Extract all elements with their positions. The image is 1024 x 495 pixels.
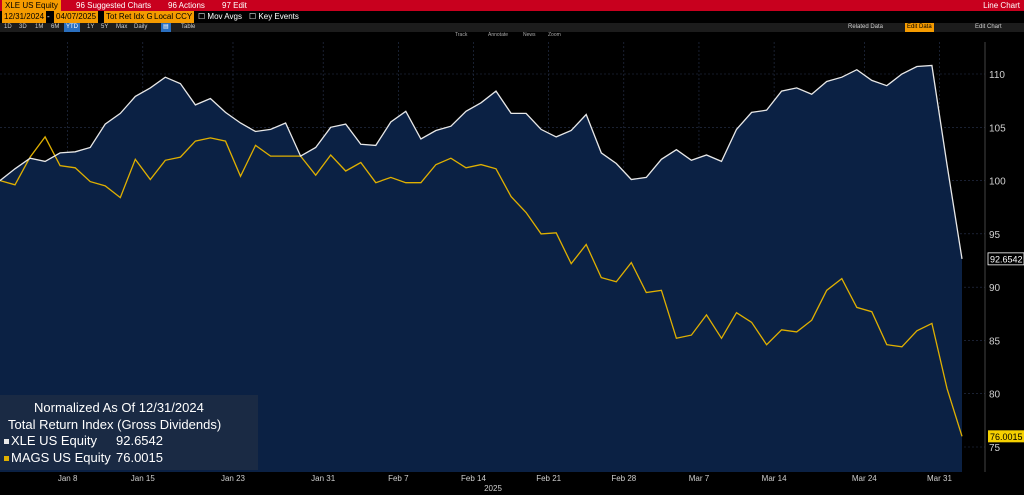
- annotate-tool[interactable]: Annotate: [488, 32, 509, 38]
- xle-last-value: 92.6542: [990, 254, 1023, 264]
- mags-swatch: [4, 456, 9, 462]
- currency-select[interactable]: Local CCY: [152, 11, 195, 23]
- x-tick-label: Jan 8: [58, 474, 78, 483]
- controls-row: 12/31/2024 - 04/07/2025 Tot Ret Idx G Lo…: [0, 11, 1024, 23]
- y-tick-label: 105: [989, 123, 1006, 134]
- last-value-labels: 92.6542 76.0015: [987, 252, 1024, 443]
- frequency-select[interactable]: Daily: [134, 24, 148, 30]
- x-year-label: 2025: [484, 484, 502, 493]
- suggested-charts-menu[interactable]: 96 Suggested Charts: [76, 1, 152, 10]
- y-tick-label: 85: [989, 336, 1001, 347]
- news-tool[interactable]: News: [523, 32, 536, 38]
- start-date-field[interactable]: 12/31/2024: [2, 11, 47, 23]
- range-1y[interactable]: 1Y: [87, 24, 95, 30]
- x-tick-label: Feb 7: [388, 474, 409, 483]
- chart-icon-button[interactable]: ▤: [161, 23, 171, 32]
- legend-value-xle: 92.6542: [116, 433, 163, 448]
- range-max[interactable]: Max: [116, 24, 128, 30]
- range-5y[interactable]: 5Y: [101, 24, 109, 30]
- key-events-toggle[interactable]: ☐ Key Events: [249, 12, 299, 21]
- mov-avgs-toggle[interactable]: ☐ Mov Avgs: [198, 12, 242, 21]
- y-tick-label: 100: [989, 177, 1006, 188]
- range-3d[interactable]: 3D: [19, 24, 27, 30]
- edit-data-button[interactable]: Edit Data: [905, 23, 934, 32]
- checkbox-icon: ☐: [198, 12, 208, 21]
- range-6m[interactable]: 6M: [51, 24, 60, 30]
- mags-series-line: [0, 135, 963, 437]
- range-row: 1D 3D 1M 6M YTD 1Y 5Y Max Daily ▤ Table …: [0, 23, 1024, 32]
- edit-menu[interactable]: 97 Edit: [222, 1, 247, 10]
- chart-title: Normalized As Of 12/31/2024: [34, 400, 204, 415]
- x-tick-label: Feb 14: [461, 474, 486, 483]
- range-ytd[interactable]: YTD: [64, 23, 80, 32]
- chart-type-label: Line Chart: [983, 1, 1020, 10]
- top-toolbar: XLE US Equity 96 Suggested Charts 96 Act…: [0, 0, 1024, 11]
- chart-subtitle: Total Return Index (Gross Dividends): [8, 417, 222, 432]
- xle-value-box: [987, 252, 1024, 266]
- field-select[interactable]: Tot Ret Idx G: [104, 11, 155, 23]
- xle-series-line: [0, 64, 963, 260]
- y-tick-label: 110: [989, 70, 1005, 81]
- x-tick-label: Jan 15: [131, 474, 156, 483]
- x-tick-label: Mar 31: [927, 474, 952, 483]
- range-1d[interactable]: 1D: [4, 24, 12, 30]
- zoom-tool[interactable]: Zoom: [548, 32, 561, 38]
- tools-row: Track Annotate News Zoom: [0, 32, 1024, 39]
- x-tick-label: Feb 21: [536, 474, 561, 483]
- mags-last-value: 76.0015: [990, 432, 1023, 442]
- date-separator: -: [47, 12, 50, 21]
- legend-item-xle: XLE US Equity: [4, 433, 97, 448]
- range-1m[interactable]: 1M: [35, 24, 44, 30]
- y-axis: 75 80 85 90 95 100 105 110: [984, 42, 1006, 472]
- x-tick-label: Jan 31: [311, 474, 336, 483]
- y-tick-label: 90: [989, 283, 1001, 294]
- mags-value-box: [988, 430, 1024, 443]
- x-tick-label: Mar 14: [762, 474, 787, 483]
- y-tick-label: 80: [989, 390, 1001, 401]
- x-tick-label: Mar 24: [852, 474, 877, 483]
- x-tick-label: Mar 7: [689, 474, 710, 483]
- x-tick-label: Feb 28: [611, 474, 636, 483]
- table-button[interactable]: Table: [181, 24, 196, 30]
- x-tick-label: Jan 23: [221, 474, 246, 483]
- legend-item-mags: MAGS US Equity: [4, 450, 111, 465]
- y-tick-label: 95: [989, 230, 1001, 241]
- x-axis: Jan 8 Jan 15 Jan 23 Jan 31 Feb 7 Feb 14 Feb 21…: [58, 474, 953, 493]
- ticker-input[interactable]: XLE US Equity: [2, 0, 61, 11]
- checkbox-icon: ☐: [249, 12, 259, 21]
- xle-area-fill: [0, 65, 962, 472]
- related-data-button[interactable]: Related Data: [848, 24, 884, 30]
- xle-swatch: [4, 439, 9, 445]
- y-tick-label: 75: [989, 443, 1001, 454]
- end-date-field[interactable]: 04/07/2025: [54, 11, 99, 23]
- edit-chart-button[interactable]: Edit Chart: [975, 24, 1002, 30]
- legend-value-mags: 76.0015: [116, 450, 163, 465]
- actions-menu[interactable]: 96 Actions: [168, 1, 205, 10]
- chart-legend: Normalized As Of 12/31/2024 Total Return…: [0, 395, 258, 470]
- track-tool[interactable]: Track: [455, 32, 468, 38]
